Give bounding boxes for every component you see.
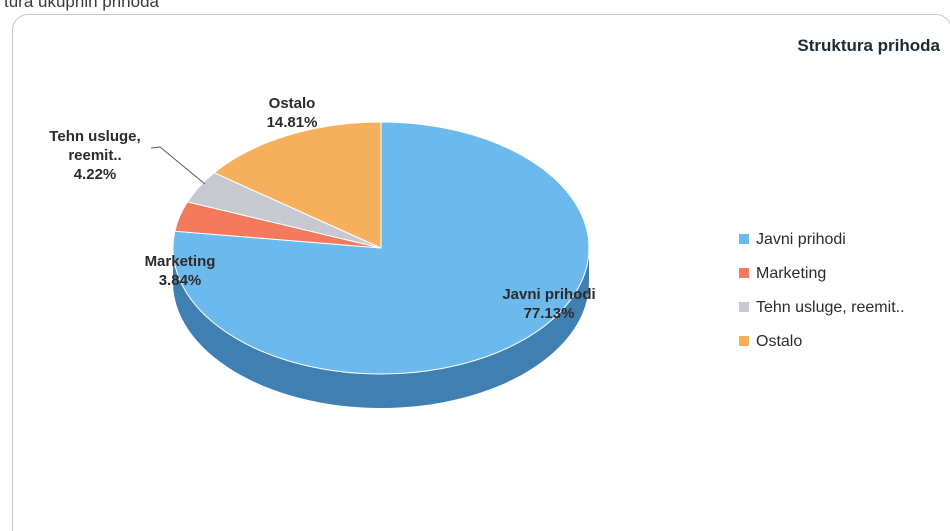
- legend-swatch-1: [739, 268, 749, 278]
- chart-title: Struktura prihoda: [797, 36, 940, 55]
- legend-label-0: Javni prihodi: [756, 231, 846, 248]
- data-label-2: Tehn usluge, reemit.. 4.22%: [49, 128, 140, 183]
- data-label-0: Javni prihodi 77.13%: [502, 286, 595, 322]
- chart-legend: Javni prihodi Marketing Tehn usluge, reemi…: [739, 231, 905, 350]
- legend-label-3: Ostalo: [756, 333, 802, 350]
- legend-label-2: Tehn usluge, reemit..: [756, 299, 905, 316]
- legend-swatch-3: [739, 336, 749, 346]
- pie-slices: [172, 121, 590, 375]
- legend-label-1: Marketing: [756, 265, 826, 282]
- pie-sides: [173, 248, 589, 408]
- page-caption: tura ukupnih prihoda: [4, 0, 160, 11]
- legend-swatch-2: [739, 302, 749, 312]
- data-label-3: Ostalo 14.81%: [267, 95, 318, 131]
- pie-leader-lines: [150, 146, 206, 185]
- leader-line-2: [150, 146, 206, 185]
- data-label-1: Marketing 3.84%: [145, 253, 216, 289]
- pie-side-0: [173, 248, 589, 408]
- pie-data-labels: Javni prihodi 77.13% Marketing 3.84% Tehn us…: [49, 95, 595, 322]
- pie-slice-3: [213, 121, 382, 249]
- legend-swatch-0: [739, 234, 749, 244]
